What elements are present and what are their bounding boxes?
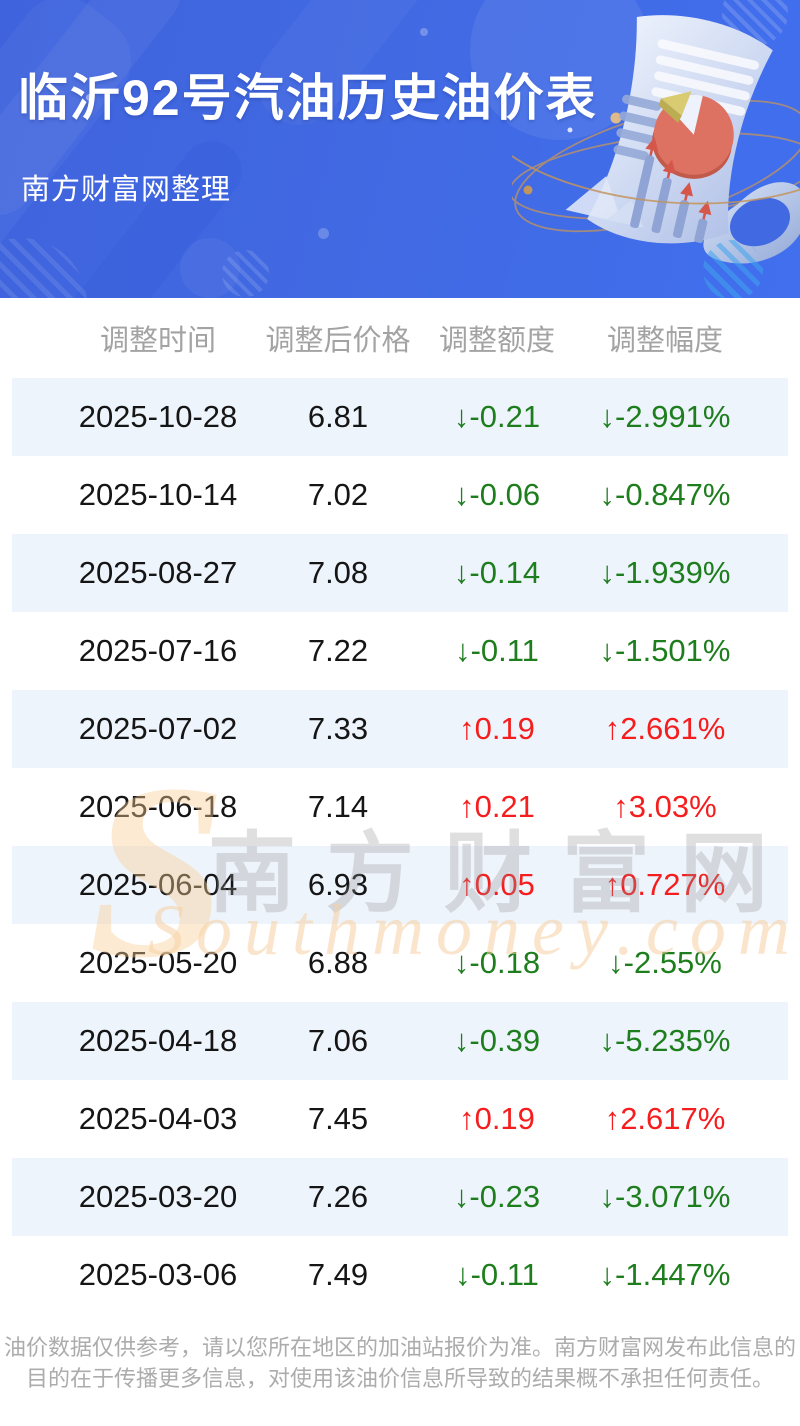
date-cell: 2025-07-16 bbox=[78, 633, 238, 668]
change-cell: ↓-0.23 bbox=[453, 1179, 541, 1214]
date-cell: 2025-07-02 bbox=[78, 711, 238, 746]
banner-deco-dot bbox=[318, 228, 329, 239]
pct-cell: ↑0.727% bbox=[604, 867, 726, 902]
page-title: 临沂92号汽油历史油价表 bbox=[18, 70, 598, 126]
column-header-pct: 调整幅度 bbox=[607, 325, 724, 357]
banner: 临沂92号汽油历史油价表 南方财富网整理 bbox=[0, 0, 800, 298]
table-row: 2025-03-06 7.49 ↓-0.11 ↓-1.447% bbox=[12, 1236, 788, 1314]
disclaimer-line-1: 油价数据仅供参考，请以您所在地区的加油站报价为准。南方财富网发布此信息的 bbox=[3, 1335, 796, 1360]
change-cell: ↓-0.18 bbox=[453, 945, 541, 980]
banner-deco-dot bbox=[420, 28, 428, 36]
change-cell: ↑0.21 bbox=[459, 789, 535, 824]
date-cell: 2025-06-18 bbox=[78, 789, 238, 824]
column-header-price: 调整后价格 bbox=[265, 325, 411, 357]
pct-cell: ↑2.661% bbox=[604, 711, 726, 746]
price-cell: 7.14 bbox=[307, 789, 369, 824]
price-cell: 6.81 bbox=[307, 399, 369, 434]
pct-cell: ↓-1.501% bbox=[599, 633, 731, 668]
disclaimer-line-2: 目的在于传播更多信息，对使用该油价信息所导致的结果概不承担任何责任。 bbox=[25, 1366, 774, 1391]
striped-circle-icon bbox=[222, 250, 269, 297]
date-cell: 2025-06-04 bbox=[78, 867, 238, 902]
pct-cell: ↓-3.071% bbox=[599, 1179, 731, 1214]
page-subtitle: 南方财富网整理 bbox=[21, 174, 232, 206]
change-cell: ↓-0.11 bbox=[455, 633, 539, 668]
change-cell: ↓-0.11 bbox=[455, 1257, 539, 1292]
striped-circle-icon bbox=[703, 240, 763, 298]
table-row: 2025-05-20 6.88 ↓-0.18 ↓-2.55% bbox=[12, 924, 788, 1002]
price-table-header: 调整时间 调整后价格 调整额度 调整幅度 bbox=[12, 298, 788, 378]
table-row: 2025-07-02 7.33 ↑0.19 ↑2.661% bbox=[12, 690, 788, 768]
date-cell: 2025-05-20 bbox=[78, 945, 238, 980]
change-cell: ↓-0.06 bbox=[453, 477, 541, 512]
price-cell: 6.88 bbox=[307, 945, 369, 980]
date-cell: 2025-03-06 bbox=[78, 1257, 238, 1292]
price-table-body: 2025-10-28 6.81 ↓-0.21 ↓-2.991% 2025-10-… bbox=[12, 378, 788, 1314]
change-cell: ↓-0.14 bbox=[453, 555, 541, 590]
price-cell: 7.26 bbox=[307, 1179, 369, 1214]
table-row: 2025-04-03 7.45 ↑0.19 ↑2.617% bbox=[12, 1080, 788, 1158]
change-cell: ↑0.05 bbox=[459, 867, 535, 902]
change-cell: ↑0.19 bbox=[459, 711, 535, 746]
change-cell: ↓-0.21 bbox=[453, 399, 541, 434]
banner-deco-dot bbox=[86, 94, 93, 101]
pct-cell: ↓-2.991% bbox=[599, 399, 731, 434]
date-cell: 2025-04-03 bbox=[78, 1101, 238, 1136]
price-cell: 7.49 bbox=[307, 1257, 369, 1292]
price-cell: 7.45 bbox=[307, 1101, 369, 1136]
date-cell: 2025-10-28 bbox=[78, 399, 238, 434]
table-row: 2025-10-28 6.81 ↓-0.21 ↓-2.991% bbox=[12, 378, 788, 456]
pct-cell: ↑2.617% bbox=[604, 1101, 726, 1136]
pct-cell: ↓-0.847% bbox=[599, 477, 731, 512]
price-cell: 7.33 bbox=[307, 711, 369, 746]
table-row: 2025-07-16 7.22 ↓-0.11 ↓-1.501% bbox=[12, 612, 788, 690]
pct-cell: ↑3.03% bbox=[613, 789, 717, 824]
change-cell: ↓-0.39 bbox=[453, 1023, 541, 1058]
column-header-change: 调整额度 bbox=[438, 325, 555, 357]
banner-deco-blob bbox=[180, 238, 240, 298]
price-cell: 6.93 bbox=[307, 867, 369, 902]
column-header-date: 调整时间 bbox=[99, 325, 216, 357]
table-row: 2025-08-27 7.08 ↓-0.14 ↓-1.939% bbox=[12, 534, 788, 612]
price-cell: 7.02 bbox=[307, 477, 369, 512]
price-cell: 7.06 bbox=[307, 1023, 369, 1058]
price-cell: 7.22 bbox=[307, 633, 369, 668]
price-cell: 7.08 bbox=[307, 555, 369, 590]
table-row: 2025-04-18 7.06 ↓-0.39 ↓-5.235% bbox=[12, 1002, 788, 1080]
price-table: 调整时间 调整后价格 调整额度 调整幅度 2025-10-28 6.81 ↓-0… bbox=[12, 298, 788, 1314]
change-cell: ↑0.19 bbox=[459, 1101, 535, 1136]
pct-cell: ↓-2.55% bbox=[608, 945, 722, 980]
date-cell: 2025-04-18 bbox=[78, 1023, 238, 1058]
pct-cell: ↓-5.235% bbox=[599, 1023, 731, 1058]
table-row: 2025-03-20 7.26 ↓-0.23 ↓-3.071% bbox=[12, 1158, 788, 1236]
date-cell: 2025-08-27 bbox=[78, 555, 238, 590]
table-row: 2025-10-14 7.02 ↓-0.06 ↓-0.847% bbox=[12, 456, 788, 534]
date-cell: 2025-03-20 bbox=[78, 1179, 238, 1214]
pct-cell: ↓-1.447% bbox=[599, 1257, 731, 1292]
striped-circle-icon bbox=[0, 238, 87, 298]
date-cell: 2025-10-14 bbox=[78, 477, 238, 512]
disclaimer: 油价数据仅供参考，请以您所在地区的加油站报价为准。南方财富网发布此信息的 目的在… bbox=[0, 1332, 800, 1394]
pct-cell: ↓-1.939% bbox=[599, 555, 731, 590]
table-row: 2025-06-18 7.14 ↑0.21 ↑3.03% bbox=[12, 768, 788, 846]
table-row: 2025-06-04 6.93 ↑0.05 ↑0.727% bbox=[12, 846, 788, 924]
